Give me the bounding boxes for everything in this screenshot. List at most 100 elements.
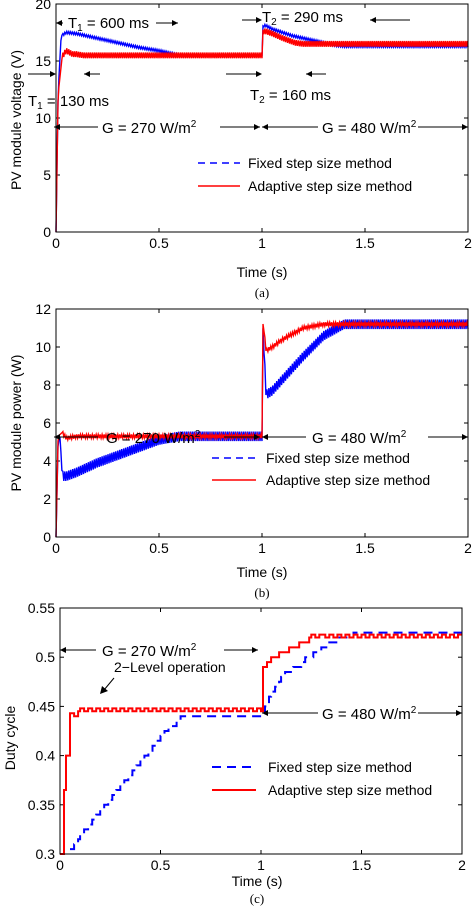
annotation-t2-160: T2 = 160 ms	[226, 71, 331, 106]
legend: Fixed step size method Adaptive step siz…	[212, 759, 432, 798]
legend-label-fixed: Fixed step size method	[248, 155, 392, 171]
voltage-chart: 0 0.5 1 1.5 2 0 5 10 15 20 Time (s) PV module vo…	[8, 0, 472, 300]
series-line-fixed	[70, 631, 462, 851]
y-ticks: 0 2 4 6 8 10 12	[35, 301, 468, 545]
annotation-text: G = 270 W/m2	[106, 429, 201, 447]
annotation-text: G = 480 W/m2	[322, 119, 417, 137]
y-tick-label: 0.55	[28, 600, 55, 616]
annotation-g-270: G = 270 W/m2	[60, 642, 258, 660]
x-tick-label: 1.5	[352, 857, 372, 873]
annotation-t1-130: T1 = 130 ms	[28, 71, 109, 112]
arrow-head	[54, 124, 60, 130]
x-tick-label: 0.5	[149, 235, 169, 251]
x-tick-label: 0.5	[151, 857, 171, 873]
axes-frame	[55, 308, 469, 538]
y-ticks: 0 5 10 15 20	[35, 0, 468, 240]
arrow-head	[262, 710, 268, 716]
y-tick-label: 15	[35, 53, 51, 69]
panel-caption: (a)	[255, 285, 269, 300]
y-tick-label: 2	[43, 491, 51, 507]
x-tick-label: 2	[464, 540, 472, 556]
x-tick-label: 0	[56, 857, 64, 873]
arrow-head	[60, 647, 66, 653]
duty-cycle-chart: 0 0.5 1 1.5 2 0.3 0.35 0.4 0.45 0.5 0.55 Time (s)…	[2, 600, 466, 906]
y-tick-label: 5	[43, 167, 51, 183]
legend: Fixed step size method Adaptive step siz…	[198, 155, 412, 194]
y-tick-label: 0.3	[36, 846, 56, 862]
arrow-head	[462, 434, 468, 440]
x-ticks: 0 0.5 1 1.5 2	[52, 309, 472, 556]
x-tick-label: 1.5	[355, 235, 375, 251]
arrow-head	[456, 710, 462, 716]
annotation-g-270: G = 270 W/m2	[54, 119, 260, 137]
x-tick-label: 1	[258, 235, 266, 251]
y-axis-label: PV module voltage (V)	[8, 50, 24, 190]
arrow-head	[84, 71, 90, 77]
arrow-head	[462, 124, 468, 130]
axes-frame	[55, 3, 469, 233]
x-axis-label: Time (s)	[232, 873, 283, 889]
annotation-g-480: G = 480 W/m2	[262, 119, 468, 137]
annotation-text: T1 = 130 ms	[28, 93, 109, 112]
arrow-head	[262, 124, 268, 130]
x-tick-label: 0	[52, 235, 60, 251]
arrow-head	[256, 17, 262, 23]
arrow-head	[172, 20, 178, 26]
y-tick-label: 0.4	[36, 748, 56, 764]
y-tick-label: 10	[35, 339, 51, 355]
y-tick-label: 0.35	[28, 797, 55, 813]
plot-area	[60, 631, 462, 855]
y-tick-label: 4	[43, 453, 51, 469]
y-tick-label: 0.45	[28, 698, 55, 714]
arrow-head	[100, 686, 108, 694]
x-tick-label: 1	[257, 857, 265, 873]
legend-label-fixed: Fixed step size method	[268, 759, 412, 775]
annotation-text: T2 = 290 ms	[262, 9, 343, 28]
arrow-head	[262, 434, 268, 440]
y-tick-label: 8	[43, 377, 51, 393]
arrow-head	[50, 71, 56, 77]
series-line-adaptive	[55, 28, 469, 233]
legend-label-fixed: Fixed step size method	[266, 450, 410, 466]
y-axis-label: Duty cycle	[2, 706, 18, 771]
x-axis-label: Time (s)	[237, 564, 288, 580]
y-tick-label: 0	[43, 224, 51, 240]
arrow-head	[254, 124, 260, 130]
series-line-adaptive	[60, 633, 462, 855]
annotation-text: T1 = 600 ms	[68, 15, 149, 34]
legend-label-adaptive: Adaptive step size method	[266, 472, 430, 488]
series-line-fixed	[55, 319, 469, 538]
x-tick-label: 2	[458, 857, 466, 873]
x-tick-label: 0.5	[149, 540, 169, 556]
y-tick-label: 10	[35, 110, 51, 126]
annotation-g-270: G = 270 W/m2	[54, 429, 260, 447]
arrow-head	[370, 17, 376, 23]
y-tick-label: 6	[43, 415, 51, 431]
arrow-head	[56, 20, 62, 26]
y-tick-label: 0	[43, 529, 51, 545]
annotation-g-480: G = 480 W/m2	[262, 705, 462, 723]
arrow-head	[252, 647, 258, 653]
plot-area	[55, 22, 469, 233]
annotation-text: G = 270 W/m2	[102, 119, 197, 137]
annotation-g-480: G = 480 W/m2	[262, 429, 468, 447]
arrow-head	[254, 434, 260, 440]
power-chart: 0 0.5 1 1.5 2 0 2 4 6 8 10 12 Time (s) PV module p…	[8, 301, 472, 600]
series-line-adaptive	[55, 319, 469, 538]
arrow-head	[256, 71, 262, 77]
annotation-text: G = 480 W/m2	[312, 429, 407, 447]
panel-caption: (c)	[250, 891, 264, 906]
x-axis-label: Time (s)	[237, 264, 288, 280]
y-tick-label: 12	[35, 301, 51, 317]
axes-frame	[59, 607, 463, 855]
annotation-t1-600: T1 = 600 ms	[56, 15, 178, 34]
x-tick-label: 2	[464, 235, 472, 251]
annotation-text: G = 270 W/m2	[102, 642, 197, 660]
legend-label-adaptive: Adaptive step size method	[248, 178, 412, 194]
x-ticks: 0 0.5 1 1.5 2	[56, 608, 466, 873]
arrow-head	[306, 71, 312, 77]
annotation-text: G = 480 W/m2	[322, 705, 417, 723]
x-tick-label: 1	[258, 540, 266, 556]
y-tick-label: 0.5	[36, 649, 56, 665]
